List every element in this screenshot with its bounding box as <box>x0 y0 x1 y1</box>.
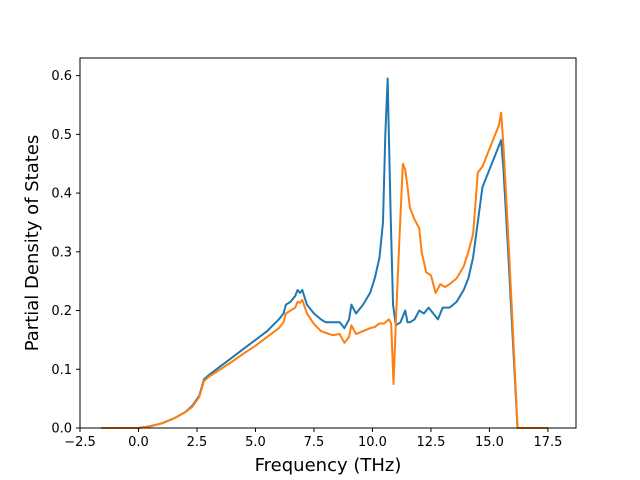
y-tick-label: 0.6 <box>51 69 72 84</box>
x-tick-label: 17.5 <box>533 435 562 450</box>
x-tick-label: 0.0 <box>128 435 149 450</box>
y-tick-label: 0.5 <box>51 128 72 143</box>
x-tick-label: 12.5 <box>416 435 445 450</box>
series-layer <box>101 77 548 429</box>
y-tick-label: 0.2 <box>51 304 72 319</box>
y-tick-label: 0.1 <box>51 363 72 378</box>
x-axis-label: Frequency (THz) <box>255 455 402 476</box>
y-tick-label: 0.4 <box>51 187 72 202</box>
series-line-1 <box>101 77 548 429</box>
plot-frame <box>79 57 577 429</box>
x-tick-label: 7.5 <box>304 435 325 450</box>
ticks-layer: −2.5 0.0 2.5 5.0 7.5 10.0 12.5 15.0 17.50.00.10.… <box>51 69 562 450</box>
x-tick-label: 15.0 <box>475 435 504 450</box>
x-tick-label: 10.0 <box>358 435 387 450</box>
y-axis-label: Partial Density of States <box>22 135 43 352</box>
x-tick-label: 2.5 <box>187 435 208 450</box>
y-tick-label: 0.0 <box>51 422 72 437</box>
x-tick-label: 5.0 <box>245 435 266 450</box>
x-tick-label: −2.5 <box>64 435 96 450</box>
series-line-2 <box>101 111 548 429</box>
y-tick-label: 0.3 <box>51 245 72 260</box>
